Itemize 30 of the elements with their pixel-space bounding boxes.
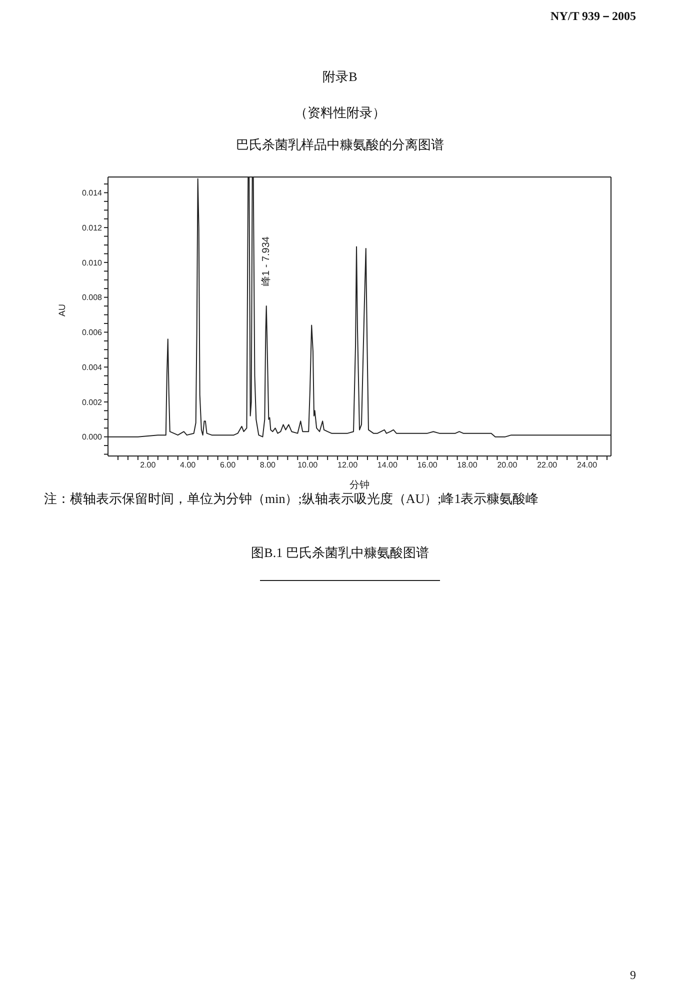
y-tick-label: 0.006: [82, 328, 103, 338]
y-tick-label: 0.014: [82, 188, 103, 198]
y-tick-label: 0.004: [82, 362, 103, 372]
y-tick-label: 0.010: [82, 258, 103, 268]
text: NY/T 939－2005: [550, 8, 636, 25]
x-tick-label: 16.00: [417, 460, 438, 470]
x-tick-label: 10.00: [298, 460, 318, 470]
annotation: 峰1 - 7.934: [260, 236, 272, 286]
y-tick-label: 0.008: [82, 293, 103, 302]
x-tick-label: 6.00: [220, 460, 236, 470]
x-tick-label: 24.00: [577, 460, 598, 470]
text: 图B.1 巴氏杀菌乳中糠氨酸图谱: [250, 544, 430, 562]
x-axis-title: 分钟: [350, 479, 370, 491]
y-tick-label: 0.000: [82, 432, 103, 442]
x-tick-label: 14.00: [377, 460, 398, 470]
x-tick-label: 22.00: [537, 460, 558, 470]
x-tick-label: 4.00: [180, 460, 196, 470]
text: （资料性附录）: [294, 104, 386, 122]
text: 附录B: [322, 68, 358, 86]
chart-title: 巴氏杀菌乳样品中糠氨酸的分离图谱: [235, 136, 445, 154]
x-tick-label: 18.00: [457, 460, 478, 470]
x-tick-label: 20.00: [497, 460, 518, 470]
x-tick-label: 8.00: [260, 460, 276, 470]
text: 注：横轴表示保留时间，单位为分钟（min）;纵轴表示吸光度（AU）;峰1表示糠氨酸峰: [44, 490, 539, 508]
y-tick-label: 0.012: [82, 223, 103, 232]
y-axis-title: AU: [57, 304, 68, 316]
y-tick-label: 0.002: [82, 398, 103, 407]
text: 9: [630, 968, 636, 983]
x-tick-label: 12.00: [338, 460, 358, 470]
x-tick-label: 2.00: [140, 460, 156, 470]
